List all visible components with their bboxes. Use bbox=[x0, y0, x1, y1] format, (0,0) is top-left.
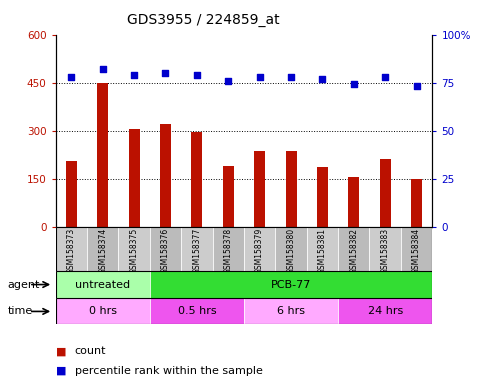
Point bbox=[319, 76, 327, 82]
Bar bbox=[317, 167, 328, 227]
Bar bbox=[118, 227, 150, 271]
Bar bbox=[56, 271, 150, 298]
Point bbox=[193, 72, 201, 78]
Text: GSM158380: GSM158380 bbox=[286, 228, 296, 274]
Point bbox=[256, 74, 264, 80]
Text: 0.5 hrs: 0.5 hrs bbox=[178, 306, 216, 316]
Text: GSM158374: GSM158374 bbox=[98, 228, 107, 274]
Text: GSM158377: GSM158377 bbox=[192, 228, 201, 274]
Text: GSM158382: GSM158382 bbox=[349, 228, 358, 274]
Bar bbox=[411, 179, 422, 227]
Text: untreated: untreated bbox=[75, 280, 130, 290]
Bar bbox=[244, 227, 275, 271]
Text: GSM158376: GSM158376 bbox=[161, 228, 170, 274]
Point bbox=[287, 74, 295, 80]
Text: GDS3955 / 224859_at: GDS3955 / 224859_at bbox=[127, 13, 279, 27]
Text: GSM158384: GSM158384 bbox=[412, 228, 421, 274]
Bar bbox=[338, 298, 432, 324]
Text: GSM158375: GSM158375 bbox=[129, 228, 139, 274]
Bar bbox=[338, 227, 369, 271]
Text: 24 hrs: 24 hrs bbox=[368, 306, 403, 316]
Point bbox=[350, 81, 357, 88]
Text: ■: ■ bbox=[56, 366, 66, 376]
Text: 6 hrs: 6 hrs bbox=[277, 306, 305, 316]
Point bbox=[99, 66, 107, 72]
Bar bbox=[244, 298, 338, 324]
Bar bbox=[87, 227, 118, 271]
Text: PCB-77: PCB-77 bbox=[271, 280, 311, 290]
Bar bbox=[150, 227, 181, 271]
Bar bbox=[56, 298, 150, 324]
Bar bbox=[128, 129, 140, 227]
Text: GSM158373: GSM158373 bbox=[67, 228, 76, 274]
Bar bbox=[97, 83, 108, 227]
Bar bbox=[56, 227, 87, 271]
Bar bbox=[181, 227, 213, 271]
Text: time: time bbox=[7, 306, 32, 316]
Bar bbox=[307, 227, 338, 271]
Text: 0 hrs: 0 hrs bbox=[89, 306, 116, 316]
Bar bbox=[213, 227, 244, 271]
Bar bbox=[160, 124, 171, 227]
Text: GSM158383: GSM158383 bbox=[381, 228, 390, 274]
Point bbox=[382, 74, 389, 80]
Point bbox=[412, 83, 420, 89]
Bar bbox=[150, 271, 432, 298]
Text: GSM158381: GSM158381 bbox=[318, 228, 327, 274]
Text: count: count bbox=[75, 346, 106, 356]
Bar bbox=[275, 227, 307, 271]
Point bbox=[224, 78, 232, 84]
Text: percentile rank within the sample: percentile rank within the sample bbox=[75, 366, 263, 376]
Bar bbox=[150, 298, 244, 324]
Text: ■: ■ bbox=[56, 346, 66, 356]
Bar bbox=[285, 151, 297, 227]
Bar bbox=[191, 132, 202, 227]
Bar bbox=[223, 166, 234, 227]
Point bbox=[68, 74, 75, 80]
Text: agent: agent bbox=[7, 280, 40, 290]
Text: GSM158379: GSM158379 bbox=[255, 228, 264, 274]
Point bbox=[161, 70, 170, 76]
Text: GSM158378: GSM158378 bbox=[224, 228, 233, 274]
Bar bbox=[254, 151, 265, 227]
Bar bbox=[348, 177, 359, 227]
Bar bbox=[401, 227, 432, 271]
Bar bbox=[369, 227, 401, 271]
Point bbox=[130, 72, 138, 78]
Bar bbox=[380, 159, 391, 227]
Bar bbox=[66, 161, 77, 227]
